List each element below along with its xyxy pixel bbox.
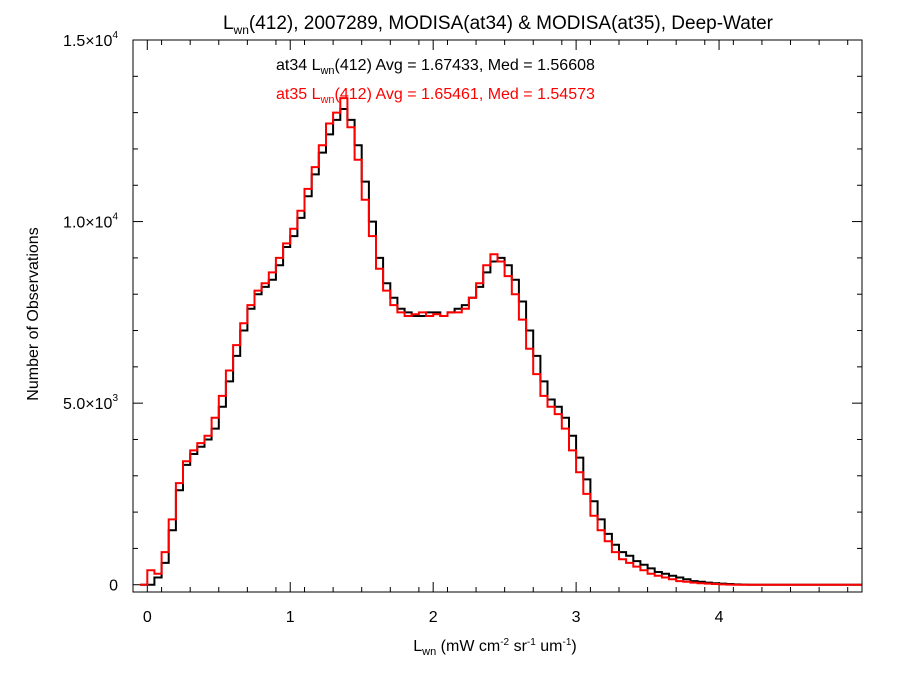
x-tick-label: 1 [286, 609, 295, 626]
y-tick-label: 5.0×103 [63, 393, 118, 413]
annotation-at35: at35 Lwn(412) Avg = 1.65461, Med = 1.545… [276, 86, 595, 106]
plot-frame [132, 39, 863, 593]
series-at35-line [140, 97, 862, 586]
series-at34-line [140, 108, 862, 586]
y-tick-label: 1.0×104 [63, 212, 118, 232]
annotation-at34: at34 Lwn(412) Avg = 1.67433, Med = 1.566… [276, 57, 595, 77]
x-tick-label: 0 [143, 609, 152, 626]
axis-ticks: 0 1 2 3 4 0 5.0×103 1.0×104 1.5×104 [63, 30, 862, 626]
x-tick-label: 2 [429, 609, 438, 626]
y-tick-label: 0 [109, 578, 118, 595]
x-tick-label: 4 [715, 609, 724, 626]
x-tick-label: 3 [572, 609, 581, 626]
series-layer [140, 97, 862, 586]
chart-title: Lwn(412), 2007289, MODISA(at34) & MODISA… [223, 13, 774, 37]
x-axis-label: Lwn (mW cm-2 sr-1 um-1) [413, 637, 576, 658]
y-axis-label: Number of Observations [25, 227, 42, 400]
y-tick-label: 1.5×104 [63, 30, 118, 50]
